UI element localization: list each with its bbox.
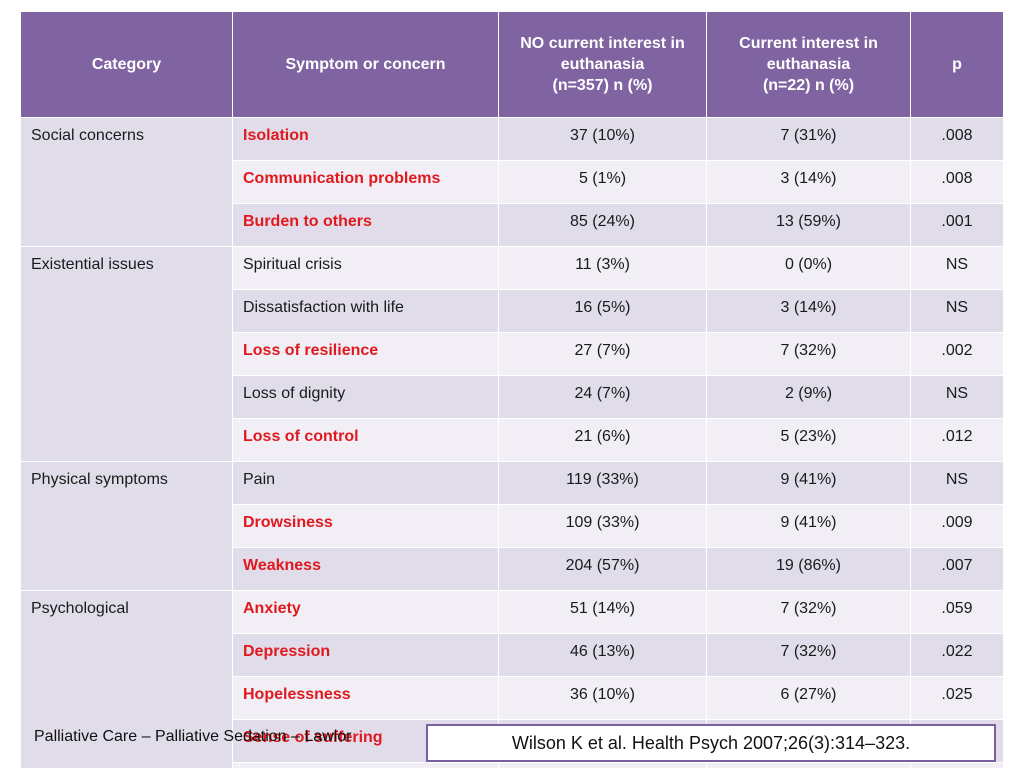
interest-cell: 13 (59%)	[706, 203, 911, 247]
interest-cell: 7 (32%)	[706, 332, 911, 376]
table-row: Loss of control 21 (6%) 5 (23%) .012	[21, 418, 1004, 462]
header-no-interest-line-3: (n=357) n (%)	[552, 77, 653, 94]
table-row: Hopelessness 36 (10%) 6 (27%) .025	[21, 676, 1004, 720]
no-interest-cell: 119 (33%)	[498, 461, 707, 505]
category-cell: Existential issues	[20, 246, 233, 462]
header-p-value: p	[910, 11, 1004, 118]
header-interest-line-2: euthanasia	[766, 56, 851, 73]
symptom-cell: Desire for death	[232, 762, 499, 768]
symptom-cell: Loss of control	[232, 418, 499, 462]
header-interest-line-1: Current interest in	[739, 35, 878, 52]
no-interest-cell: 5 (1%)	[498, 160, 707, 204]
header-no-interest-line-1: NO current interest in	[520, 35, 685, 52]
header-symptom: Symptom or concern	[232, 11, 499, 118]
table-row: Drowsiness 109 (33%) 9 (41%) .009	[21, 504, 1004, 548]
symptom-cell: Loss of resilience	[232, 332, 499, 376]
p-value-cell: NS	[910, 289, 1004, 333]
table-row: Physical symptoms Pain 119 (33%) 9 (41%) NS	[20, 461, 1004, 591]
p-value-cell: NS	[910, 461, 1004, 505]
interest-cell: 7 (32%)	[706, 590, 911, 634]
header-interest-line-3: (n=22) n (%)	[762, 77, 855, 94]
table-row: Depression 46 (13%) 7 (32%) .022	[21, 633, 1004, 677]
table-row: Social concerns Isolation 37 (10%) 7 (31%).…	[20, 117, 1004, 247]
symptom-cell: Spiritual crisis	[232, 246, 499, 290]
no-interest-cell: 27 (7%)	[498, 332, 707, 376]
interest-cell: 18 (82%)	[706, 762, 911, 768]
citation-box: Wilson K et al. Health Psych 2007;26(3):…	[426, 724, 996, 762]
no-interest-cell: 204 (57%)	[498, 547, 707, 591]
interest-cell: 9 (41%)	[706, 504, 911, 548]
footer-note: Palliative Care – Palliative Sedation – …	[34, 728, 352, 745]
no-interest-cell: 11 (3%)	[498, 246, 707, 290]
no-interest-cell: 46 (13%)	[498, 633, 707, 677]
symptom-cell: Communication problems	[232, 160, 499, 204]
p-value-cell: NS	[910, 375, 1004, 419]
p-value-cell: .059	[910, 590, 1004, 634]
table-header-row: Category Symptom or concern NO current i…	[20, 11, 1004, 118]
citation-text: Wilson K et al. Health Psych 2007;26(3):…	[511, 732, 911, 753]
no-interest-cell: 28 (8%)	[498, 762, 707, 768]
table-row: Dissatisfaction with life 16 (5%) 3 (14%) N…	[21, 289, 1004, 333]
category-cell: Physical symptoms	[20, 461, 233, 591]
no-interest-cell: 85 (24%)	[498, 203, 707, 247]
header-category: Category	[20, 11, 233, 118]
table-row: Communication problems 5 (1%) 3 (14%) .008	[21, 160, 1004, 204]
category-cell: Psychological	[20, 590, 233, 768]
table-row: Desire for death28 (8%)18 (82%)<.001	[21, 762, 1004, 768]
no-interest-cell: 21 (6%)	[498, 418, 707, 462]
interest-cell: 7 (31%)	[706, 117, 911, 161]
interest-cell: 0 (0%)	[706, 246, 911, 290]
p-value-cell: .012	[910, 418, 1004, 462]
header-interest: Current interest in euthanasia (n=22) n …	[706, 11, 911, 118]
p-value-cell: NS	[910, 246, 1004, 290]
header-no-interest-line-2: euthanasia	[560, 56, 645, 73]
no-interest-cell: 51 (14%)	[498, 590, 707, 634]
symptom-cell: Pain	[232, 461, 499, 505]
symptom-cell: Burden to others	[232, 203, 499, 247]
symptom-cell: Loss of dignity	[232, 375, 499, 419]
symptom-cell: Dissatisfaction with life	[232, 289, 499, 333]
table-body: Social concerns Isolation 37 (10%) 7 (31%).…	[20, 117, 1004, 768]
table-row: Psychological Anxiety 51 (14%) 7 (32%) .059	[20, 590, 1004, 768]
interest-cell: 9 (41%)	[706, 461, 911, 505]
symptom-cell: Drowsiness	[232, 504, 499, 548]
p-value-cell: .007	[910, 547, 1004, 591]
symptom-cell: Isolation	[232, 117, 499, 161]
symptom-cell: Hopelessness	[232, 676, 499, 720]
no-interest-cell: 37 (10%)	[498, 117, 707, 161]
header-no-interest: NO current interest in euthanasia (n=357…	[498, 11, 707, 118]
table-row: Burden to others 85 (24%) 13 (59%) .001	[21, 203, 1004, 247]
p-value-cell: .025	[910, 676, 1004, 720]
p-value-cell: .001	[910, 203, 1004, 247]
symptom-table: Category Symptom or concern NO current i…	[20, 11, 1004, 768]
p-value-cell: .008	[910, 117, 1004, 161]
interest-cell: 3 (14%)	[706, 160, 911, 204]
interest-cell: 5 (23%)	[706, 418, 911, 462]
interest-cell: 6 (27%)	[706, 676, 911, 720]
category-cell: Social concerns	[20, 117, 233, 247]
interest-cell: 3 (14%)	[706, 289, 911, 333]
table-row: Loss of resilience 27 (7%) 7 (32%) .002	[21, 332, 1004, 376]
no-interest-cell: 109 (33%)	[498, 504, 707, 548]
interest-cell: 19 (86%)	[706, 547, 911, 591]
p-value-cell: .022	[910, 633, 1004, 677]
table-row: Weakness 204 (57%) 19 (86%) .007	[21, 547, 1004, 591]
interest-cell: 7 (32%)	[706, 633, 911, 677]
p-value-cell: <.001	[910, 762, 1004, 768]
symptom-cell: Anxiety	[232, 590, 499, 634]
interest-cell: 2 (9%)	[706, 375, 911, 419]
p-value-cell: .008	[910, 160, 1004, 204]
symptom-cell: Weakness	[232, 547, 499, 591]
no-interest-cell: 16 (5%)	[498, 289, 707, 333]
p-value-cell: .002	[910, 332, 1004, 376]
symptom-cell: Depression	[232, 633, 499, 677]
p-value-cell: .009	[910, 504, 1004, 548]
table-row: Existential issues Spiritual crisis 11 (3%…	[20, 246, 1004, 462]
no-interest-cell: 36 (10%)	[498, 676, 707, 720]
no-interest-cell: 24 (7%)	[498, 375, 707, 419]
